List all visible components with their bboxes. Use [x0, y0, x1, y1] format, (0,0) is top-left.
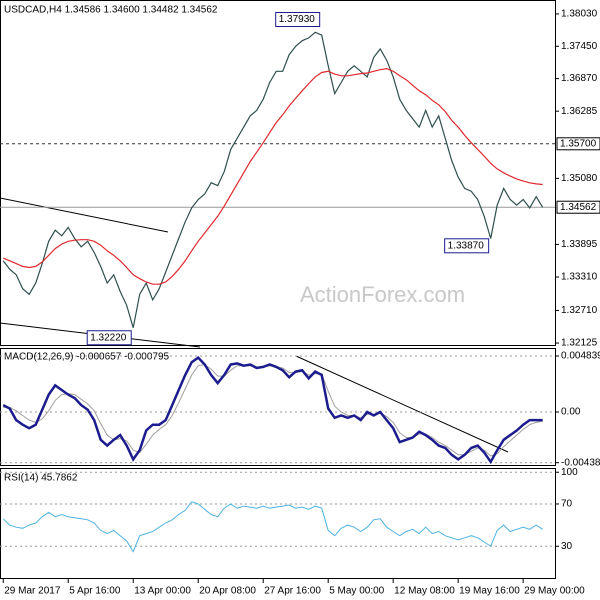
y-tick-label: 1.36285	[561, 106, 598, 117]
y-tick-label: 1.33895	[561, 239, 598, 250]
y-tick-label: 1.37450	[561, 41, 598, 52]
trend-line	[0, 197, 169, 233]
annotation-label: 1.37930	[279, 14, 316, 25]
y-tick-label: 30	[561, 541, 573, 552]
annotation-label: 1.33870	[448, 240, 485, 251]
annotation-box	[444, 238, 490, 254]
rsi-panel	[0, 468, 556, 579]
level-label: 1.34562	[560, 202, 597, 213]
macd-panel	[0, 348, 556, 466]
annotation-box	[86, 330, 132, 346]
x-tick-label: 12 May 08:00	[394, 586, 455, 597]
macd-title: MACD(12,26,9) -0.000657 -0.000795	[4, 352, 170, 363]
annotation-box	[275, 12, 321, 28]
y-tick-label: 1.36870	[561, 73, 598, 84]
y-tick-label: 0.004839	[561, 351, 600, 362]
x-tick-label: 29 May 00:00	[524, 586, 585, 597]
y-tick-label: 100	[561, 467, 578, 478]
annotation-label: 1.32220	[90, 332, 127, 343]
x-tick-label: 19 May 16:00	[459, 586, 520, 597]
y-tick-label: 0.00	[561, 407, 581, 418]
level-box	[556, 137, 600, 151]
y-tick-label: 1.32125	[561, 338, 598, 349]
series-line	[2, 67, 543, 285]
rsi-title: RSI(14) 45.7862	[4, 473, 78, 484]
x-tick-label: 29 Mar 2017	[4, 586, 61, 597]
y-tick-label: 1.38030	[561, 9, 598, 20]
y-tick-label: 1.32710	[561, 305, 598, 316]
series-line	[3, 363, 543, 457]
series-line	[2, 355, 543, 465]
series-line	[2, 501, 543, 553]
x-tick-label: 13 Apr 00:00	[134, 586, 191, 597]
x-tick-label: 5 Apr 16:00	[69, 586, 121, 597]
watermark: ActionForex.com	[300, 282, 465, 307]
level-label: 1.35700	[560, 138, 597, 149]
x-tick-label: 5 May 00:00	[329, 586, 384, 597]
y-tick-label: 70	[561, 499, 573, 510]
x-tick-label: 20 Apr 08:00	[199, 586, 256, 597]
trend-line	[295, 355, 509, 453]
y-tick-label: 1.33310	[561, 272, 598, 283]
series-line	[2, 31, 544, 328]
price-panel	[0, 0, 556, 346]
price-title: USDCAD,H4 1.34586 1.34600 1.34482 1.3456…	[4, 5, 218, 16]
x-tick-label: 27 Apr 16:00	[264, 586, 321, 597]
y-tick-label: 1.35080	[561, 173, 598, 184]
level-box	[556, 200, 600, 214]
